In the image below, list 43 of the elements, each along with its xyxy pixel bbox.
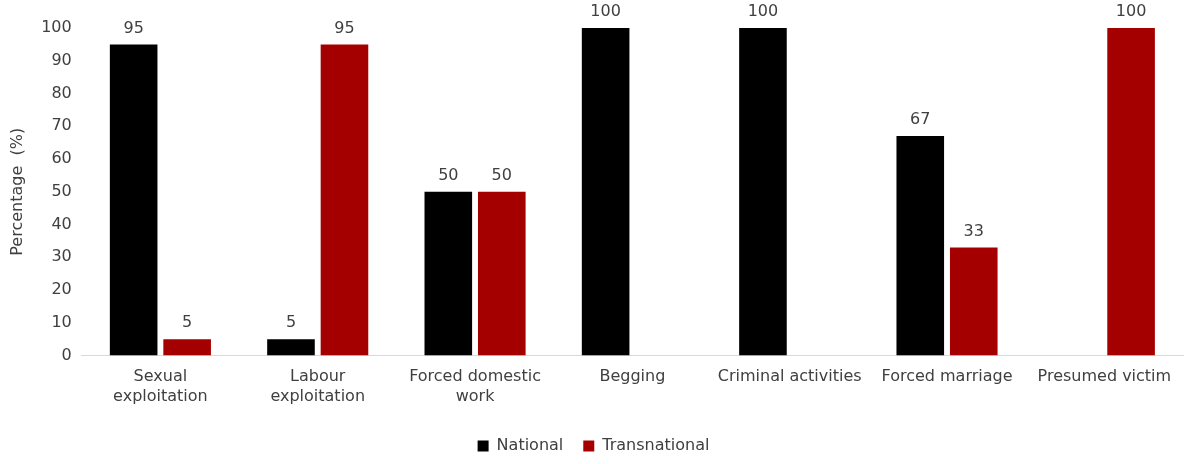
y-tick-label: 90 (51, 49, 72, 69)
data-label: 100 (1115, 1, 1147, 21)
data-label: 50 (491, 164, 512, 184)
bar (109, 44, 158, 356)
data-label: 95 (123, 17, 144, 37)
x-tick-label: Forced marriage (881, 366, 1013, 386)
data-label: 95 (334, 17, 355, 37)
legend-label: National (496, 435, 564, 455)
y-tick-label: 30 (51, 246, 72, 266)
x-tick-label: Forced domestic work (409, 366, 541, 405)
y-tick-label: 100 (41, 17, 72, 37)
bar (1107, 28, 1155, 356)
y-tick-label: 40 (51, 213, 72, 233)
bar (739, 28, 787, 356)
y-tick-label: 50 (51, 180, 72, 200)
y-tick-label: 10 (51, 312, 72, 331)
bar (477, 191, 526, 356)
x-tick-label: Criminal activities (717, 366, 862, 386)
y-tick-label: 60 (51, 148, 72, 168)
x-tick-label: Labour exploitation (270, 366, 366, 405)
y-tick-label: 0 (61, 344, 72, 364)
data-label: 5 (182, 312, 193, 332)
y-axis-title: Percentage (%) (6, 127, 26, 256)
bar (424, 191, 473, 356)
legend-label: Transnational (601, 435, 710, 455)
bar (163, 339, 211, 356)
x-tick-label: Presumed victim (1037, 366, 1172, 386)
y-tick-label: 20 (51, 279, 72, 299)
data-label: 33 (963, 220, 984, 240)
data-label: 67 (910, 109, 931, 129)
data-label: 50 (438, 164, 459, 184)
bar (320, 44, 369, 356)
data-label: 100 (590, 1, 621, 21)
bar (581, 28, 630, 356)
bar (896, 136, 945, 356)
data-label: 5 (285, 312, 297, 332)
bar (267, 339, 315, 356)
bar (949, 247, 998, 356)
x-tick-label: Sexual exploitation (113, 366, 208, 405)
x-tick-label: Begging (599, 366, 666, 386)
y-tick-label: 70 (51, 115, 72, 135)
y-tick-label: 80 (51, 82, 72, 102)
data-label: 100 (747, 1, 779, 21)
